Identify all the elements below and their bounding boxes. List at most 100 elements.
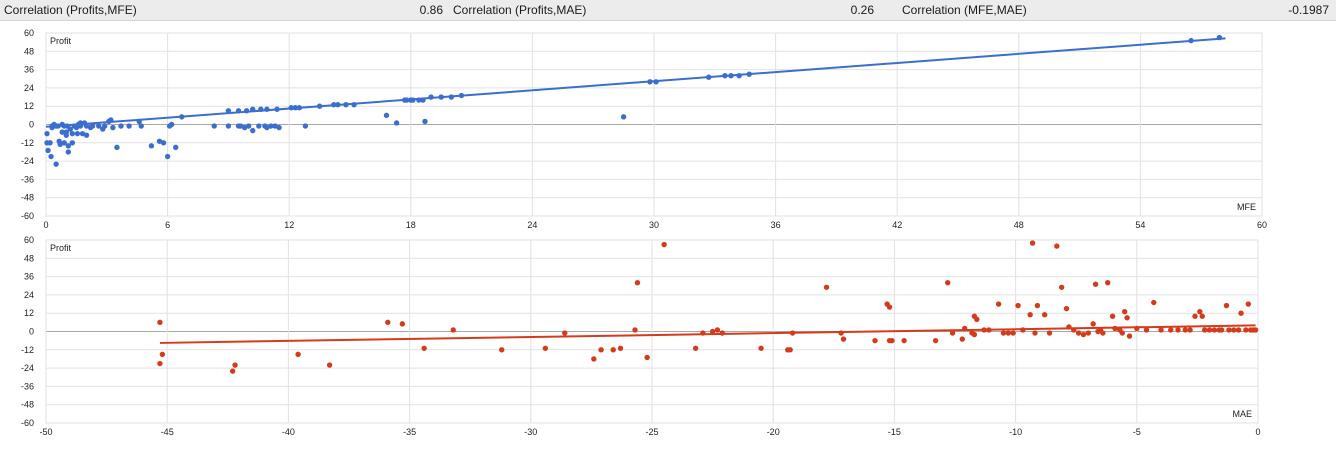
chart2-data-point <box>385 319 391 326</box>
chart1-x-tick-label: 0 <box>43 220 48 230</box>
chart1-data-point <box>302 123 309 129</box>
stat-value-profits-mae: 0.26 <box>850 3 874 17</box>
stat-label-mfe-mae: Correlation (MFE,MAE) <box>902 3 1027 17</box>
chart2-y-tick-label: -12 <box>21 345 34 355</box>
chart1-data-point <box>256 123 262 129</box>
chart1-data-point <box>422 118 428 125</box>
chart1-y-tick-label: -24 <box>21 156 34 166</box>
chart2-y-tick-label: -24 <box>21 363 34 373</box>
chart2-data-point <box>1105 280 1111 286</box>
chart1-data-point <box>69 140 76 146</box>
chart1-y-tick-label: 24 <box>24 83 34 93</box>
chart2-data-point <box>823 284 830 290</box>
chart2-y-tick-label: 48 <box>24 253 34 263</box>
chart1-y-tick-label: 36 <box>24 65 34 75</box>
chart1-data-point <box>272 123 278 129</box>
chart1-data-point <box>168 121 175 128</box>
chart2-y-tick-label: 0 <box>29 327 34 337</box>
chart1-x-tick-label: 42 <box>892 220 902 230</box>
chart2-data-point <box>1010 330 1016 336</box>
chart2-y-tick-label: 36 <box>24 272 34 282</box>
chart1-x-tick-label: 54 <box>1135 220 1145 230</box>
chart2-data-point <box>1238 310 1244 316</box>
chart2-data-point <box>661 241 667 248</box>
chart2-trend-line <box>159 324 1256 344</box>
chart1-y-tick-label: 0 <box>29 120 34 130</box>
chart2-data-point <box>1054 243 1060 249</box>
chart1-x-axis-label: MFE <box>1237 202 1256 212</box>
chart1-data-point <box>138 123 144 129</box>
chart2-data-point <box>1199 313 1205 319</box>
chart1-data-point <box>74 130 81 137</box>
chart1-data-point <box>69 130 76 137</box>
chart1-data-point <box>65 149 71 155</box>
scatter-plots: 60 48 36 24 12 0 -12 -24 -36 -48 -60 0 6 12 18 24 30 36 42… <box>21 28 1267 437</box>
chart1-data-point <box>63 132 69 138</box>
chart2-data-point <box>1243 327 1249 333</box>
chart2-data-point <box>1046 330 1053 336</box>
chart2-data-point <box>542 345 549 351</box>
chart2-data-point <box>1175 327 1181 333</box>
chart2-data-point <box>1080 331 1087 338</box>
chart1-data-point <box>53 161 59 167</box>
chart1-data-point <box>250 127 256 134</box>
chart1-data-point <box>148 143 155 149</box>
chart1-data-point <box>44 130 50 137</box>
chart2-data-point <box>1192 313 1198 319</box>
chart2-data-point <box>1109 313 1116 319</box>
chart2-data-point <box>1100 330 1106 336</box>
chart2-data-point <box>1168 327 1174 333</box>
chart2-x-tick-label: -20 <box>767 427 780 437</box>
chart2-x-tick-label: -5 <box>1133 427 1141 437</box>
chart1-data-point <box>89 123 96 129</box>
chart2-data-point <box>399 321 406 327</box>
chart1-data-point <box>95 123 102 129</box>
chart2-data-point <box>995 301 1002 307</box>
chart2-data-point <box>598 347 604 353</box>
chart1-x-tick-label: 30 <box>649 220 659 230</box>
chart2-data-point <box>632 327 638 333</box>
chart2-data-point <box>932 337 939 344</box>
chart2-data-point <box>949 330 956 336</box>
chart1-data-point <box>393 120 400 126</box>
chart1-data-point <box>264 124 270 131</box>
chart1-x-tick-label: 24 <box>527 220 537 230</box>
chart2-data-point <box>617 345 624 351</box>
chart1-x-tick-label: 48 <box>1014 220 1024 230</box>
chart2-data-point <box>1126 333 1133 339</box>
stat-label-profits-mae: Correlation (Profits,MAE) <box>453 3 587 17</box>
chart2-y-tick-label: -48 <box>21 400 34 410</box>
chart2-data-point <box>1211 327 1218 333</box>
chart2-data-point <box>1090 321 1096 327</box>
chart1-y-tick-label: -12 <box>21 138 34 148</box>
chart2-data-point <box>1000 330 1007 336</box>
chart2-data-point <box>1201 327 1208 333</box>
chart2-x-tick-label: -25 <box>645 427 658 437</box>
chart2-data-point <box>610 347 616 353</box>
chart1-data-point <box>245 123 252 129</box>
chart1-data-point <box>65 143 71 149</box>
chart2-data-point <box>644 354 650 361</box>
chart2-data-point <box>1119 330 1125 336</box>
chart2-data-point <box>157 360 163 367</box>
chart1-data-point <box>114 144 120 151</box>
chart1-y-tick-label: -48 <box>21 193 34 203</box>
chart2-data-point <box>1027 312 1033 318</box>
chart2-data-point <box>421 345 427 351</box>
chart1-y-tick-label: 48 <box>24 46 34 56</box>
chart2-data-point <box>295 351 301 358</box>
chart1-data-point <box>67 126 74 132</box>
chart2-x-tick-label: -45 <box>161 427 174 437</box>
stat-value-profits-mfe: 0.86 <box>419 3 443 17</box>
chart2-data-point <box>1143 327 1150 333</box>
chart2-data-point <box>1252 327 1259 333</box>
chart2-data-point <box>1029 240 1036 246</box>
chart1-data-point <box>620 114 627 120</box>
stat-value-mfe-mae: -0.1987 <box>1288 3 1329 17</box>
chart1-data-point <box>57 141 63 148</box>
chart2-data-point <box>1158 327 1164 333</box>
chart1-data-point <box>237 123 244 129</box>
chart1-y-tick-label: 60 <box>24 28 34 38</box>
chart2-data-point <box>1235 327 1242 333</box>
chart2-data-point <box>1124 315 1130 321</box>
